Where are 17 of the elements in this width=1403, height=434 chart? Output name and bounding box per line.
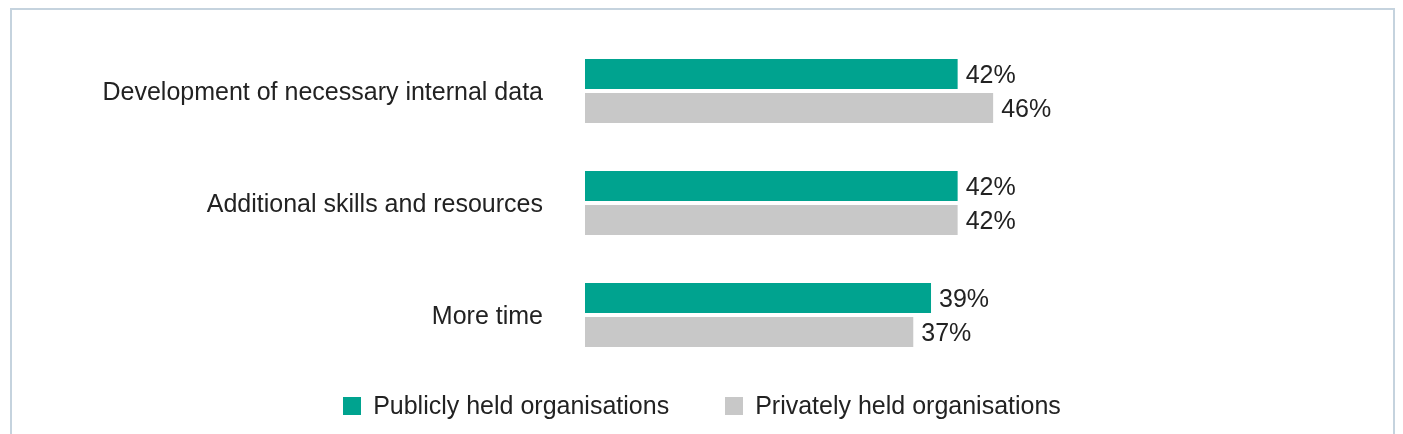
data-label: 39% (939, 283, 990, 312)
bar (585, 171, 958, 201)
legend-label: Privately held organisations (754, 391, 1061, 420)
data-label: 42% (965, 171, 1016, 200)
bar (585, 59, 958, 89)
y-tick-label: Development of necessary internal data (102, 76, 544, 105)
data-label: 42% (965, 205, 1016, 234)
bar (585, 205, 958, 235)
bar (585, 317, 914, 347)
y-tick-label: More time (431, 300, 543, 329)
data-label: 46% (1001, 93, 1052, 122)
y-tick-label: Additional skills and resources (206, 188, 543, 217)
data-label: 42% (965, 59, 1016, 88)
data-label: 37% (921, 317, 972, 346)
bar (585, 283, 932, 313)
legend-label: Publicly held organisations (372, 391, 670, 420)
bar (585, 93, 994, 123)
